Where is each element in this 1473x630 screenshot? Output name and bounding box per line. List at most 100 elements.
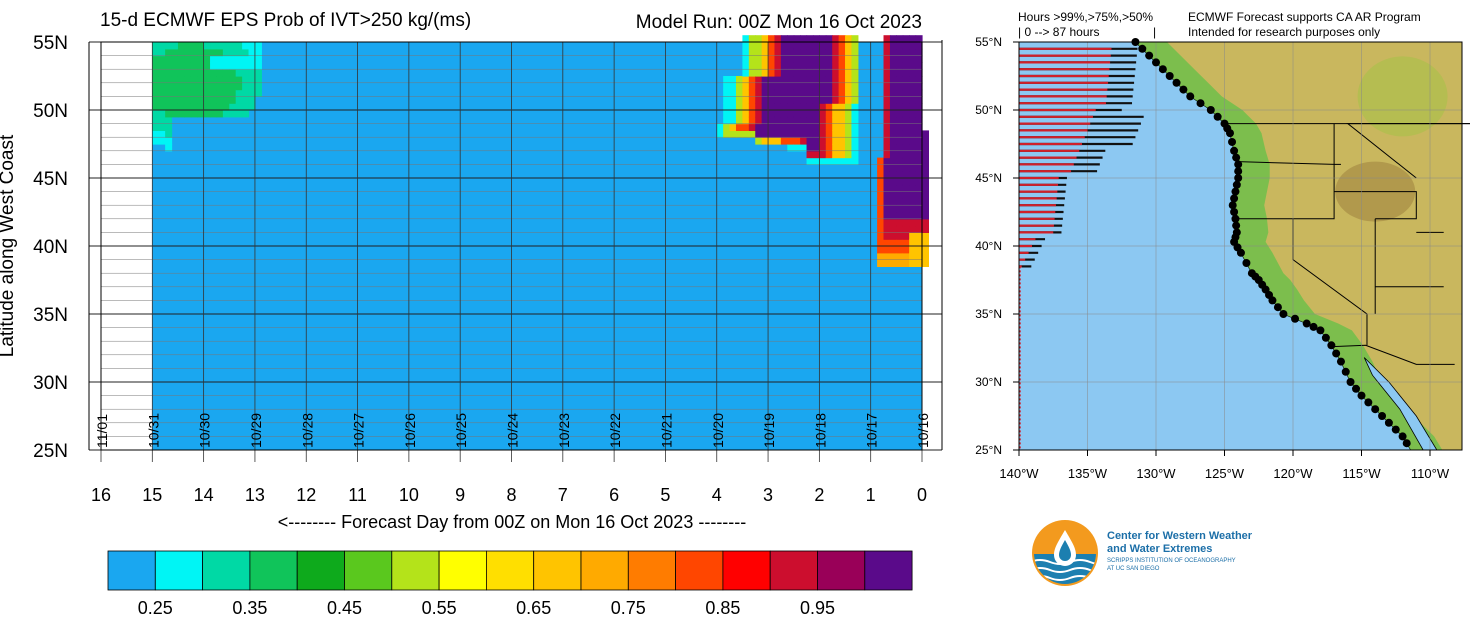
map-x-tick-label: 115°W: [1342, 466, 1381, 481]
heat-cell: [768, 62, 776, 70]
heat-cell: [915, 42, 923, 50]
heat-cell: [235, 82, 243, 91]
map-y-tick-label: 55°N: [975, 35, 1002, 49]
heat-cell: [889, 198, 897, 206]
heat-cell: [165, 116, 173, 125]
heat-cell: [845, 62, 853, 70]
heat-cell: [768, 110, 776, 118]
heat-cell: [883, 232, 891, 240]
heat-cell: [896, 259, 904, 267]
heat-cell: [774, 116, 782, 125]
coastal-point: [1352, 384, 1361, 393]
heat-cell: [851, 69, 859, 77]
heat-cell: [800, 48, 808, 57]
coastal-point: [1165, 72, 1174, 80]
heat-cell: [248, 82, 256, 91]
colorbar-swatch: [344, 550, 393, 591]
heat-cell: [902, 164, 910, 172]
heat-cell: [787, 76, 795, 84]
heat-cell: [915, 55, 923, 63]
heat-cell: [748, 89, 756, 97]
heat-cell: [915, 150, 923, 159]
heat-cell: [184, 89, 192, 97]
heat-cell: [190, 96, 198, 104]
heat-cell: [222, 42, 230, 50]
heat-cell: [851, 62, 859, 70]
heat-cell: [787, 130, 795, 138]
heat-cell: [832, 89, 840, 97]
heat-cell: [889, 48, 897, 57]
state-boundary: [1238, 123, 1335, 165]
heat-cell: [171, 48, 179, 57]
heat-cell: [877, 232, 885, 240]
model-run-label: Model Run: 00Z Mon 16 Oct 2023: [636, 12, 922, 33]
heat-cell: [915, 171, 923, 179]
heat-cell: [780, 69, 788, 77]
heat-cell: [165, 62, 173, 70]
heat-cell: [851, 130, 859, 138]
heat-cell: [851, 110, 859, 118]
heat-cell: [229, 110, 237, 118]
heat-cell: [915, 184, 923, 193]
heat-cell: [755, 96, 763, 104]
heat-cell: [793, 103, 801, 111]
heat-cell: [210, 76, 218, 84]
heat-cell: [729, 130, 737, 138]
heat-cell: [845, 55, 853, 63]
heat-cell: [922, 252, 929, 261]
heat-cell: [825, 48, 833, 57]
heat-cell: [190, 48, 198, 57]
heat-cell: [184, 110, 192, 118]
colorbar-swatch: [154, 550, 204, 591]
heat-cell: [177, 42, 185, 50]
heat-cell: [248, 42, 256, 50]
heat-cell: [812, 96, 820, 104]
heat-cell: [780, 123, 788, 131]
heat-cell: [800, 69, 808, 77]
coastal-point: [1364, 398, 1373, 407]
colorbar-swatch: [249, 550, 298, 591]
heat-cell: [748, 123, 756, 131]
heat-cell: [838, 55, 846, 63]
heat-cell: [832, 48, 840, 57]
heat-cell: [742, 130, 750, 138]
heat-cell: [902, 178, 910, 186]
heat-cell: [819, 144, 827, 152]
heat-cell: [909, 205, 917, 213]
heat-cell: [909, 35, 917, 43]
heat-cell: [812, 69, 820, 77]
heat-cell: [915, 103, 923, 111]
logo-name-line2: and Water Extremes: [1107, 543, 1213, 555]
heat-cell: [909, 137, 917, 145]
heat-cell: [806, 55, 814, 63]
heat-cell: [896, 76, 904, 84]
heat-cell: [825, 82, 833, 91]
heat-cell: [787, 55, 795, 63]
heat-cell: [838, 42, 846, 50]
heat-cell: [748, 103, 756, 111]
heat-cell: [216, 48, 224, 57]
heat-cell: [800, 55, 808, 63]
heat-cell: [748, 35, 756, 43]
heat-cell: [158, 96, 166, 104]
date-label: 10/27: [351, 413, 367, 448]
heat-cell: [896, 225, 904, 233]
heat-cell: [210, 89, 218, 97]
heat-cell: [902, 35, 910, 43]
heat-cell: [735, 96, 743, 104]
heat-cell: [896, 191, 904, 199]
heat-cell: [812, 116, 820, 125]
heat-cell: [909, 96, 917, 104]
heat-cell: [915, 232, 923, 240]
heat-cell: [768, 82, 776, 91]
x-tick-label: 2: [814, 485, 824, 505]
heat-cell: [248, 69, 256, 77]
heat-cell: [812, 103, 820, 111]
heat-cell: [742, 62, 750, 70]
heat-cell: [787, 103, 795, 111]
heat-cell: [800, 144, 808, 152]
heat-cell: [838, 62, 846, 70]
heat-cell: [761, 48, 769, 57]
coastal-point: [1225, 129, 1234, 138]
heat-cell: [883, 259, 891, 267]
